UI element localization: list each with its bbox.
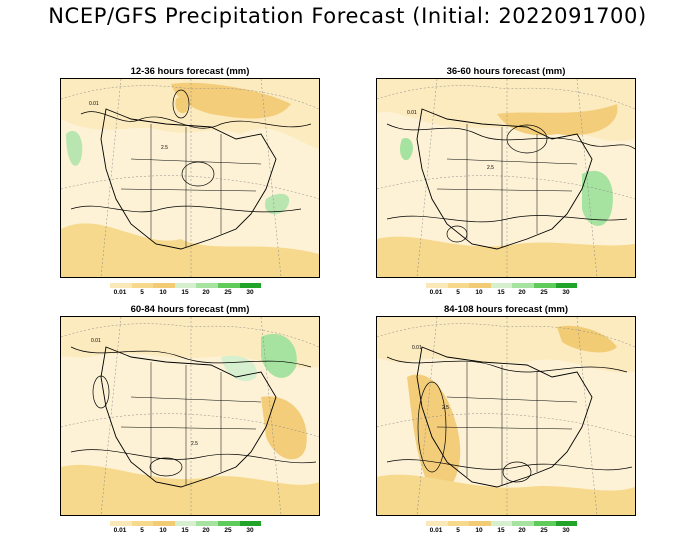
colorbar-label: 25 bbox=[224, 527, 232, 534]
colorbar-swatch bbox=[555, 283, 578, 288]
colorbar-label: 10 bbox=[475, 289, 483, 296]
precip-map: 0.01 2.5 bbox=[60, 78, 320, 278]
colorbar-label: 10 bbox=[475, 527, 483, 534]
colorbar-label: 0.01 bbox=[113, 289, 127, 296]
colorbar-swatch bbox=[239, 283, 262, 288]
colorbar-swatch bbox=[218, 283, 240, 288]
colorbar-swatch bbox=[512, 283, 534, 288]
colorbar-label: 30 bbox=[246, 289, 254, 296]
colorbar-swatch bbox=[196, 283, 218, 288]
colorbar-label: 5 bbox=[456, 527, 460, 534]
colorbar: 0.01 5 10 15 20 25 30 bbox=[426, 283, 601, 299]
contour-label: 2.5 bbox=[442, 405, 449, 411]
colorbar-swatch bbox=[153, 521, 175, 526]
colorbar-label: 20 bbox=[202, 527, 210, 534]
colorbar-swatch bbox=[174, 283, 197, 288]
colorbar-label: 30 bbox=[246, 527, 254, 534]
colorbar-swatch bbox=[512, 521, 534, 526]
colorbar-label: 15 bbox=[181, 527, 189, 534]
colorbar-label: 5 bbox=[140, 527, 144, 534]
precip-map: 0.01 2.5 bbox=[376, 78, 636, 278]
colorbar-label: 15 bbox=[181, 289, 189, 296]
contour-label: 0.01 bbox=[412, 345, 422, 351]
colorbar-swatch bbox=[447, 521, 470, 526]
colorbar-label: 0.01 bbox=[429, 289, 443, 296]
contour-label: 0.01 bbox=[91, 338, 101, 344]
colorbar-label: 20 bbox=[202, 289, 210, 296]
colorbar-swatch bbox=[174, 521, 197, 526]
colorbar: 0.01 5 10 15 20 25 30 bbox=[426, 521, 601, 537]
colorbar-label: 5 bbox=[140, 289, 144, 296]
colorbar-label: 15 bbox=[497, 527, 505, 534]
panel-title: 36-60 hours forecast (mm) bbox=[446, 66, 566, 77]
colorbar-swatch bbox=[534, 521, 556, 526]
colorbar-swatch bbox=[426, 521, 448, 526]
colorbar-label: 10 bbox=[159, 527, 167, 534]
contour-label: 2.5 bbox=[487, 165, 494, 171]
colorbar-swatch bbox=[131, 521, 154, 526]
panel-title: 12-36 hours forecast (mm) bbox=[130, 66, 250, 77]
colorbar-swatch bbox=[218, 521, 240, 526]
contour-label: 0.01 bbox=[89, 101, 99, 107]
panel-title: 60-84 hours forecast (mm) bbox=[130, 304, 250, 315]
colorbar-swatch bbox=[153, 283, 175, 288]
contour-label: 2.5 bbox=[191, 441, 198, 447]
colorbar-label: 0.01 bbox=[429, 527, 443, 534]
colorbar-label: 20 bbox=[518, 527, 526, 534]
colorbar-swatch bbox=[131, 283, 154, 288]
contour-label: 0.01 bbox=[407, 110, 417, 116]
panel-title: 84-108 hours forecast (mm) bbox=[443, 304, 569, 315]
colorbar-swatch bbox=[469, 521, 491, 526]
colorbar-label: 25 bbox=[540, 289, 548, 296]
colorbar-swatch bbox=[534, 283, 556, 288]
colorbar-label: 10 bbox=[159, 289, 167, 296]
colorbar-label: 15 bbox=[497, 289, 505, 296]
page-title: NCEP/GFS Precipitation Forecast (Initial… bbox=[48, 4, 647, 28]
colorbar-label: 20 bbox=[518, 289, 526, 296]
colorbar-swatch bbox=[469, 283, 491, 288]
colorbar-label: 0.01 bbox=[113, 527, 127, 534]
colorbar: 0.01 5 10 15 20 25 30 bbox=[110, 283, 285, 299]
colorbar-swatch bbox=[426, 283, 448, 288]
colorbar-swatch bbox=[110, 521, 132, 526]
colorbar: 0.01 5 10 15 20 25 30 bbox=[110, 521, 285, 537]
colorbar-label: 5 bbox=[456, 289, 460, 296]
colorbar-label: 25 bbox=[224, 289, 232, 296]
colorbar-swatch bbox=[447, 283, 470, 288]
colorbar-swatch bbox=[196, 521, 218, 526]
precip-map: 0.01 2.5 bbox=[60, 316, 320, 516]
colorbar-label: 25 bbox=[540, 527, 548, 534]
contour-label: 2.5 bbox=[161, 145, 168, 151]
colorbar-swatch bbox=[239, 521, 262, 526]
colorbar-swatch bbox=[490, 283, 513, 288]
colorbar-label: 30 bbox=[562, 289, 570, 296]
colorbar-swatch bbox=[555, 521, 578, 526]
precip-map: 0.01 2.5 bbox=[376, 316, 636, 516]
colorbar-swatch bbox=[110, 283, 132, 288]
colorbar-swatch bbox=[490, 521, 513, 526]
colorbar-label: 30 bbox=[562, 527, 570, 534]
